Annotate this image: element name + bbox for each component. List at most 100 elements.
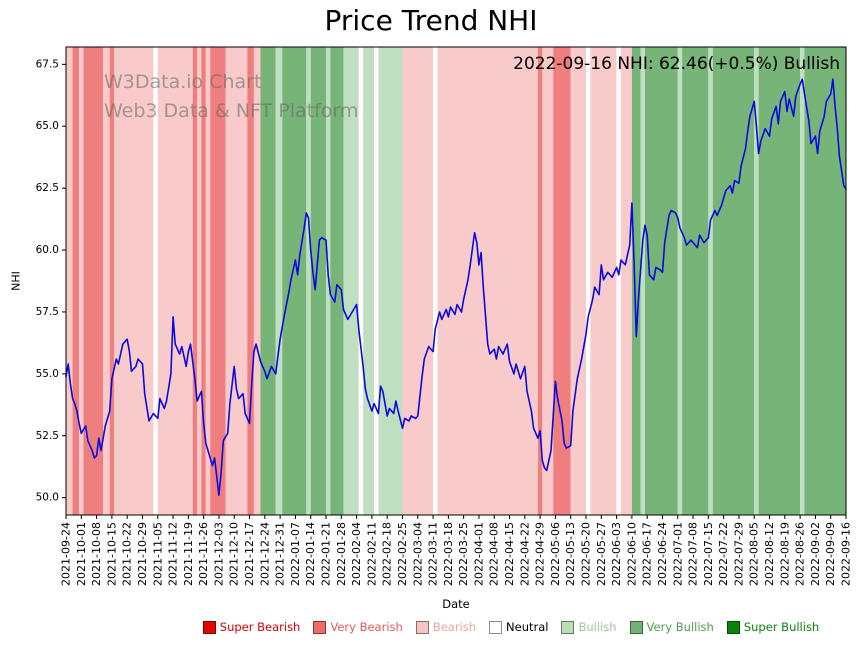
plot-border <box>65 46 847 516</box>
y-tick-label: 50.0 <box>36 492 59 504</box>
x-tick-label: 2021-12-17 <box>243 522 256 586</box>
band-very-bearish <box>201 47 206 515</box>
band-very-bearish <box>72 47 80 515</box>
x-tick-label: 2022-07-01 <box>671 522 684 586</box>
x-tick-label: 2022-04-15 <box>503 522 516 586</box>
band-bearish <box>570 47 586 515</box>
x-tick-label: 2022-05-27 <box>595 522 608 586</box>
band-bearish <box>225 47 248 515</box>
x-tick-label: 2022-07-22 <box>717 522 730 586</box>
band-very-bullish <box>712 47 755 515</box>
x-tick-label: 2022-08-05 <box>748 522 761 586</box>
band-bearish <box>103 47 110 515</box>
x-tick-label: 2022-07-15 <box>702 522 715 586</box>
legend-item-bullish: Bullish <box>561 620 617 634</box>
y-axis-ticks: 50.0 52.5 55.0 57.5 60.0 62.5 65.0 67.5 <box>36 58 66 504</box>
x-tick-label: 2021-10-01 <box>75 522 88 586</box>
x-tick-label: 2021-12-03 <box>212 522 225 586</box>
x-tick-label: 2022-04-08 <box>488 522 501 586</box>
legend-label: Super Bearish <box>219 620 301 634</box>
band-very-bullish <box>804 47 846 515</box>
legend-label: Super Bullish <box>743 620 820 634</box>
y-tick-label: 52.5 <box>36 430 59 442</box>
band-bearish <box>114 47 154 515</box>
band-bullish <box>363 47 375 515</box>
band-very-bullish <box>631 47 641 515</box>
band-very-bearish <box>83 47 104 515</box>
x-tick-label: 2021-12-24 <box>258 522 271 586</box>
band-neutral <box>433 47 438 515</box>
band-bearish <box>79 47 84 515</box>
band-neutral <box>586 47 591 515</box>
x-tick-label: 2021-11-19 <box>182 522 195 586</box>
y-axis-label: NHI <box>9 271 23 291</box>
x-tick-label: 2022-01-21 <box>320 522 333 586</box>
band-very-bearish <box>109 47 115 515</box>
band-bullish <box>343 47 359 515</box>
nhi-price-line <box>65 78 847 497</box>
band-bullish <box>275 47 283 515</box>
sentiment-legend: Super Bearish Very Bearish Bearish Neutral B… <box>80 620 862 634</box>
legend-item-super-bullish: Super Bullish <box>726 620 820 634</box>
band-bearish <box>205 47 211 515</box>
band-very-bearish <box>247 47 254 515</box>
x-tick-label: 2022-04-29 <box>534 522 547 586</box>
legend-item-neutral: Neutral <box>489 620 548 634</box>
x-tick-label: 2021-10-15 <box>105 522 118 586</box>
x-tick-label: 2022-02-04 <box>350 522 363 586</box>
x-tick-label: 2021-12-10 <box>228 522 241 586</box>
x-tick-label: 2022-02-18 <box>381 522 394 586</box>
band-bearish <box>590 47 617 515</box>
x-tick-label: 2022-09-16 <box>840 522 853 586</box>
legend-swatch <box>489 620 503 634</box>
x-tick-label: 2021-10-08 <box>90 522 103 586</box>
band-neutral <box>153 47 158 515</box>
band-bullish <box>640 47 645 515</box>
chart-title: Price Trend NHI <box>324 4 538 37</box>
band-bearish <box>437 47 538 515</box>
x-tick-label: 2022-07-08 <box>687 522 700 586</box>
legend-item-bearish: Bearish <box>415 620 477 634</box>
band-bearish <box>402 47 434 515</box>
band-bearish <box>542 47 554 515</box>
legend-swatch <box>202 620 216 634</box>
x-tick-label: 2022-02-11 <box>365 522 378 586</box>
y-tick-label: 55.0 <box>36 368 59 380</box>
legend-swatch <box>561 620 575 634</box>
band-very-bearish <box>537 47 543 515</box>
legend-swatch <box>726 620 740 634</box>
band-bullish <box>306 47 311 515</box>
band-very-bearish <box>192 47 198 515</box>
x-tick-label: 2022-04-01 <box>472 522 485 586</box>
y-tick-label: 65.0 <box>36 120 59 132</box>
x-tick-label: 2022-03-18 <box>442 522 455 586</box>
band-neutral <box>616 47 621 515</box>
x-tick-label: 2022-06-10 <box>625 522 638 586</box>
legend-swatch <box>313 620 327 634</box>
y-tick-label: 57.5 <box>36 306 59 318</box>
band-very-bullish <box>260 47 276 515</box>
band-bearish <box>197 47 202 515</box>
legend-item-super-bearish: Super Bearish <box>202 620 301 634</box>
x-tick-label: 2021-11-05 <box>151 522 164 586</box>
band-very-bullish <box>682 47 709 515</box>
legend-label: Bearish <box>432 620 477 634</box>
band-bearish <box>620 47 632 515</box>
band-bearish <box>66 47 73 515</box>
x-tick-label: 2022-05-06 <box>549 522 562 586</box>
band-very-bullish <box>644 47 678 515</box>
band-very-bullish <box>310 47 326 515</box>
x-tick-label: 2022-01-28 <box>335 522 348 586</box>
x-tick-label: 2022-08-19 <box>778 522 791 586</box>
band-bullish <box>754 47 759 515</box>
legend-label: Neutral <box>506 620 549 634</box>
band-bearish <box>157 47 193 515</box>
x-tick-label: 2022-03-11 <box>427 522 440 586</box>
x-axis-label: Date <box>442 597 470 611</box>
band-neutral <box>358 47 364 515</box>
band-neutral <box>374 47 379 515</box>
band-very-bullish <box>282 47 307 515</box>
band-very-bearish <box>553 47 571 515</box>
x-tick-label: 2022-05-20 <box>580 522 593 586</box>
x-tick-label: 2021-11-12 <box>167 522 180 586</box>
